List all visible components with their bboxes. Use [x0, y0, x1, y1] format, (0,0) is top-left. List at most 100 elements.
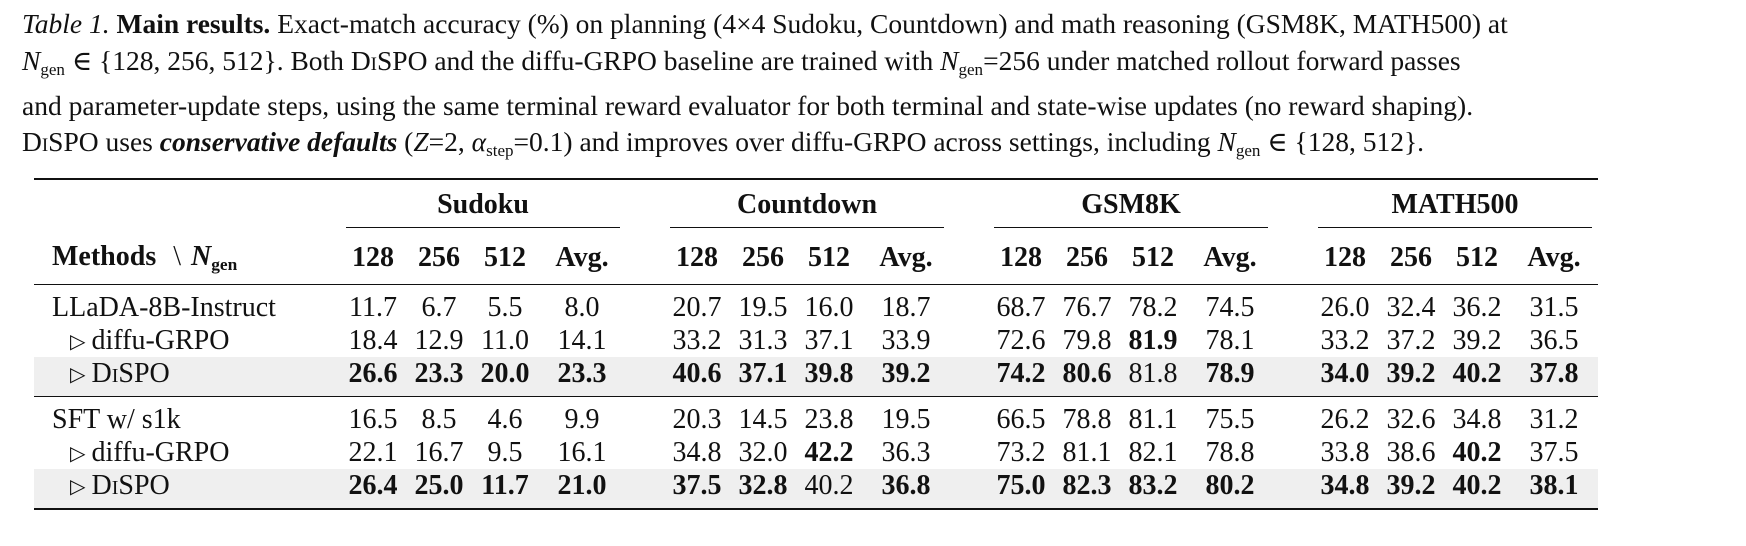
column-header: 512 — [808, 242, 850, 273]
table-cell: 33.8 — [1320, 436, 1370, 468]
table-cell: 75.0 — [988, 469, 1054, 509]
group-header-row: Sudoku Countdown GSM8K MATH500 — [34, 179, 1598, 232]
table-cell: 23.3 — [406, 357, 472, 397]
method-label: SFT w/ s1k — [52, 403, 181, 435]
table-cell: 8.5 — [421, 403, 457, 435]
table-cell: 19.5 — [738, 291, 788, 323]
method-name-cell: ▷ DiSPO — [34, 357, 340, 397]
table-cell: 73.2 — [996, 436, 1046, 468]
table-cell: 26.6 — [340, 357, 406, 397]
table-cell: 26.4 — [340, 469, 406, 509]
table-cell: 74.5 — [1205, 291, 1255, 323]
method-name-cell: SFT w/ s1k — [34, 397, 340, 437]
table-cell: 80.2 — [1186, 469, 1274, 509]
caption-line-2: Ngen ∈ {128, 256, 512}. Both DiSPO and t… — [22, 43, 1730, 88]
column-header: Avg. — [1527, 242, 1581, 273]
table-cell: 32.0 — [738, 436, 788, 468]
method-name-cell: ▷ DiSPO — [34, 469, 340, 509]
method-name: DiSPO — [22, 126, 99, 158]
table-cell: 36.2 — [1452, 291, 1502, 323]
table-cell: 39.2 — [1378, 357, 1444, 397]
table-cell: 11.0 — [481, 324, 529, 356]
table-cell: 78.1 — [1205, 324, 1255, 356]
table-cell: 78.8 — [1062, 403, 1112, 435]
group-header: Countdown — [664, 179, 950, 232]
table-cell: 9.5 — [487, 436, 523, 468]
results-table: Sudoku Countdown GSM8K MATH500 Methods \… — [34, 178, 1598, 510]
table-cell: 68.7 — [996, 291, 1046, 323]
table-cell: 23.3 — [538, 357, 626, 397]
triangle-right-icon: ▷ — [70, 363, 86, 386]
caption-line-1: Table 1. Main results. Exact-match accur… — [22, 6, 1730, 43]
table-row: ▷ diffu-GRPO 18.4 12.9 11.0 14.1 33.2 31.3 37.1 3… — [34, 324, 1598, 357]
table-cell: 31.5 — [1529, 291, 1579, 323]
table-cell: 37.2 — [1386, 324, 1436, 356]
table-cell: 76.7 — [1062, 291, 1112, 323]
column-header: 128 — [676, 242, 718, 273]
table-cell: 14.1 — [557, 324, 607, 356]
math-symbol: α — [471, 126, 487, 158]
table-cell: 36.8 — [862, 469, 950, 509]
table-cell: 42.2 — [804, 436, 854, 468]
method-name: DiSPO — [350, 44, 428, 76]
table-cell: 39.2 — [1378, 469, 1444, 509]
table-cell: 36.3 — [881, 436, 931, 468]
table-cell: 21.0 — [538, 469, 626, 509]
table-cell: 39.2 — [1452, 324, 1502, 356]
method-name-cell: LLaDA-8B-Instruct — [34, 285, 340, 325]
table-cell: 31.3 — [738, 324, 788, 356]
table-cell: 81.1 — [1128, 403, 1178, 435]
table-cell: 6.7 — [421, 291, 457, 323]
table-cell: 9.9 — [564, 403, 600, 435]
column-header: Avg. — [1203, 242, 1257, 273]
column-header: 128 — [1000, 242, 1042, 273]
table-cell: 40.2 — [1444, 357, 1510, 397]
column-header: 256 — [1066, 242, 1108, 273]
column-header: 512 — [484, 242, 526, 273]
table-row: SFT w/ s1k 16.5 8.5 4.6 9.9 20.3 14.5 23.8 19.5 6… — [34, 396, 1598, 437]
group-header: MATH500 — [1312, 179, 1598, 232]
caption-line-3: and parameter-update steps, using the sa… — [22, 89, 1474, 121]
table-cell: 20.3 — [672, 403, 722, 435]
method-label: LLaDA-8B-Instruct — [52, 291, 276, 323]
table-cell: 32.8 — [730, 469, 796, 509]
table-cell: 72.6 — [996, 324, 1046, 356]
method-label: DiSPO — [91, 357, 170, 389]
method-label: diffu-GRPO — [91, 324, 230, 356]
table-cell: 34.8 — [1312, 469, 1378, 509]
table-cell: 12.9 — [414, 324, 464, 356]
table-cell: 22.1 — [348, 436, 398, 468]
caption-emphasis: conservative defaults — [159, 126, 398, 158]
table-cell: 83.2 — [1120, 469, 1186, 509]
math-symbol: N — [1217, 126, 1236, 158]
column-header: 256 — [1390, 242, 1432, 273]
caption-label: Table 1. — [22, 8, 110, 39]
table-cell: 40.2 — [796, 469, 862, 509]
triangle-right-icon: ▷ — [70, 475, 86, 498]
table-cell: 39.2 — [862, 357, 950, 397]
math-symbol: N — [22, 44, 41, 76]
table-cell: 8.0 — [564, 291, 600, 323]
method-name-cell: ▷ diffu-GRPO — [34, 436, 340, 469]
table-cell: 38.6 — [1386, 436, 1436, 468]
caption-text: Exact-match accuracy (%) on planning (4×… — [270, 8, 1508, 39]
table-cell: 40.6 — [664, 357, 730, 397]
method-label: DiSPO — [91, 469, 170, 501]
table-cell: 32.6 — [1386, 403, 1436, 435]
table-row: LLaDA-8B-Instruct 11.7 6.7 5.5 8.0 20.7 19.5 16… — [34, 284, 1598, 325]
table-cell: 11.7 — [349, 291, 397, 323]
math-symbol: N — [940, 44, 959, 76]
table-cell: 66.5 — [996, 403, 1046, 435]
table-cell: 18.4 — [348, 324, 398, 356]
table-cell: 37.1 — [804, 324, 854, 356]
table-cell: 36.5 — [1529, 324, 1579, 356]
table-cell: 81.8 — [1120, 357, 1186, 397]
table-cell: 78.2 — [1128, 291, 1178, 323]
table-cell: 40.2 — [1452, 436, 1502, 468]
table-cell: 75.5 — [1205, 403, 1255, 435]
math-subscript: step — [486, 141, 514, 161]
method-name-cell: ▷ diffu-GRPO — [34, 324, 340, 357]
table-cell: 39.8 — [796, 357, 862, 397]
column-header: Avg. — [555, 242, 609, 273]
table-cell: 4.6 — [487, 403, 523, 435]
